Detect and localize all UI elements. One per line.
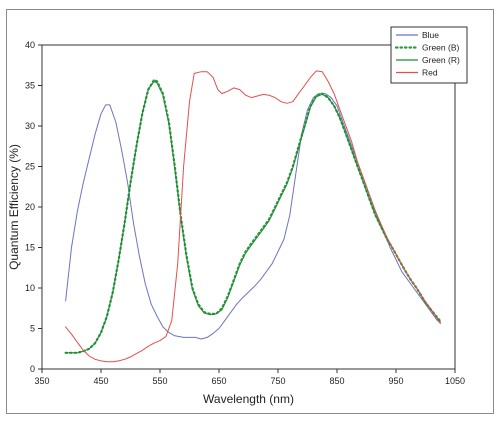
series-line-red	[65, 70, 441, 363]
legend-label-blue: Blue	[422, 30, 439, 40]
legend: Blue Green (B) Green (R) Red	[390, 26, 468, 84]
x-tick-label: 750	[270, 376, 285, 386]
x-tick-label: 1050	[445, 376, 465, 386]
legend-box	[390, 26, 468, 84]
y-tick-label: 20	[25, 202, 35, 212]
y-tick-label: 25	[25, 162, 35, 172]
y-tick-label: 40	[25, 40, 35, 50]
y-tick-label: 35	[25, 81, 35, 91]
y-tick-label: 10	[25, 283, 35, 293]
chart-frame: 350 450 550 650 750 850 950 1050 0 5 10 15 20 25 30 35…	[6, 9, 494, 414]
y-tick-label: 5	[30, 324, 35, 334]
x-tick-label: 650	[211, 376, 226, 386]
y-axis-label: Quantum Efficiency (%)	[7, 144, 21, 270]
y-tick-label: 0	[30, 364, 35, 374]
y-tick-label: 30	[25, 121, 35, 131]
y-tick-label: 15	[25, 243, 35, 253]
x-tick-label: 350	[34, 376, 49, 386]
y-axis: 0 5 10 15 20 25 30 35 40	[25, 40, 42, 374]
legend-label-red: Red	[422, 68, 438, 78]
x-tick-label: 550	[152, 376, 167, 386]
plot-area	[41, 44, 456, 370]
x-axis: 350 450 550 650 750 850 950 1050	[34, 369, 465, 386]
quantum-efficiency-chart: 350 450 550 650 750 850 950 1050 0 5 10 15 20 25 30 35…	[7, 26, 468, 406]
x-tick-label: 850	[329, 376, 344, 386]
legend-label-green-b: Green (B)	[422, 43, 459, 53]
series-layer	[64, 70, 442, 363]
legend-label-green-r: Green (R)	[422, 55, 460, 65]
x-axis-label: Wavelength (nm)	[203, 392, 294, 406]
series-line-green-r	[65, 80, 441, 354]
x-tick-label: 950	[388, 376, 403, 386]
x-tick-label: 450	[93, 376, 108, 386]
